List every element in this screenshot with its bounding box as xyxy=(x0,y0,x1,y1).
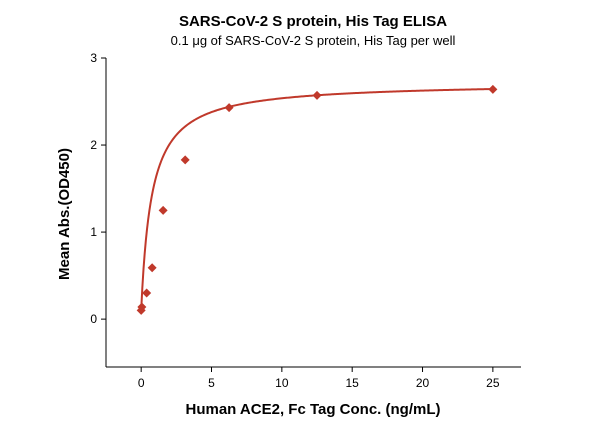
y-tick-label: 3 xyxy=(90,51,97,65)
data-point xyxy=(137,302,147,312)
x-tick-label: 15 xyxy=(346,376,360,390)
data-point xyxy=(142,288,152,298)
y-tick-label: 0 xyxy=(90,312,97,326)
axes xyxy=(105,58,521,368)
data-point xyxy=(158,205,168,215)
y-ticks: 0 1 2 3 xyxy=(90,51,106,326)
data-point xyxy=(180,155,190,165)
data-points xyxy=(136,84,498,315)
y-tick-label: 1 xyxy=(90,225,97,239)
x-tick-label: 25 xyxy=(486,376,500,390)
x-tick-label: 20 xyxy=(416,376,430,390)
y-axis-label: Mean Abs.(OD450) xyxy=(56,148,73,280)
x-tick-label: 5 xyxy=(208,376,215,390)
fit-curve xyxy=(140,88,493,311)
chart-subtitle: 0.1 μg of SARS-CoV-2 S protein, His Tag … xyxy=(171,33,456,48)
data-point xyxy=(224,103,234,113)
data-point xyxy=(488,84,498,94)
data-point xyxy=(147,263,157,273)
data-point xyxy=(312,90,322,100)
x-tick-label: 0 xyxy=(138,376,145,390)
x-ticks: 0 5 10 15 20 25 xyxy=(138,367,500,390)
x-axis-label: Human ACE2, Fc Tag Conc. (ng/mL) xyxy=(185,401,440,418)
chart-title: SARS-CoV-2 S protein, His Tag ELISA xyxy=(179,13,447,30)
x-tick-label: 10 xyxy=(275,376,289,390)
y-tick-label: 2 xyxy=(90,138,97,152)
